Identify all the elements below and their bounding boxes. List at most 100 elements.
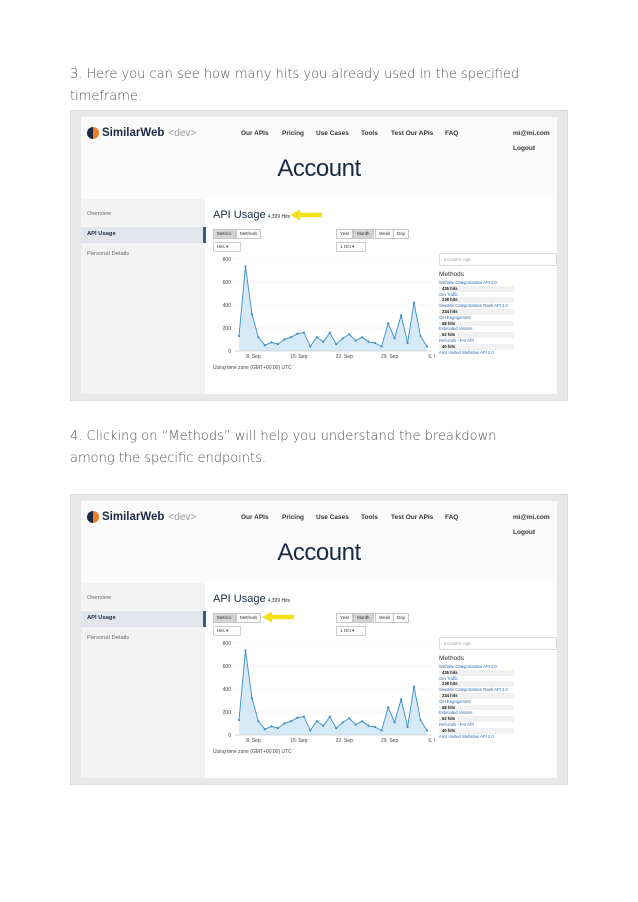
method-link[interactable]: Website Categorization API 2.0 [439,664,497,669]
logo[interactable]: SimilarWeb <dev> [87,127,196,139]
logo-dev-tag: <dev> [168,511,197,523]
data-point [348,333,351,336]
method-link[interactable]: Estimated Visitors [439,326,473,332]
account-email[interactable]: mi@mi.com [513,514,550,521]
data-point [315,720,318,723]
sidebar-item-personal-details[interactable]: Personal Details [87,635,130,641]
data-point [257,336,260,339]
period-day[interactable]: Day [393,229,410,239]
data-point [341,721,344,724]
sidebar-active-highlight [81,227,206,243]
method-hits: 40 hits [439,343,514,350]
method-link[interactable]: Get Engagement [439,314,471,320]
logo-mark-icon [87,127,99,139]
sidebar-item-personal-details[interactable]: Personal Details [87,251,130,257]
app-name-field[interactable]: mi.com's App [439,637,557,650]
series-line [238,650,428,732]
method-link[interactable]: Website Categorization Rank API 2.0 [439,687,508,693]
logo[interactable]: SimilarWeb <dev> [87,511,196,523]
sidebar-item-overview[interactable]: Overview [87,211,112,217]
method-hits: 62 hits [439,332,514,338]
metric-select[interactable]: Hits ▾ [213,626,241,636]
step-4-text: 4. Clicking on “Methods” will help you u… [70,429,497,466]
tab-methods[interactable]: Methods [236,613,262,623]
methods-panel: mi.com's App Methods Website Categorizatio… [439,253,557,355]
nav-use-cases[interactable]: Use Cases [316,514,349,521]
period-month[interactable]: Month [353,613,374,623]
data-point [361,720,364,723]
hits-total: 4,399 Hits [267,598,291,604]
method-link[interactable]: Website Categorization Rank API 2.0 [439,303,508,309]
sidebar-item-overview[interactable]: Overview [87,595,112,601]
method-link[interactable]: Referrals - Pro API [439,721,474,727]
method-link[interactable]: Also Visited Websites API 2.0 [439,733,494,739]
period-month[interactable]: Month [353,229,374,239]
period-year[interactable]: Year [336,613,354,623]
period-week[interactable]: Week [375,229,395,239]
nav-our-apis[interactable]: Our APIs [241,514,269,521]
logout-link[interactable]: Logout [513,145,536,152]
data-point [296,716,299,719]
data-point [380,729,383,732]
y-tick-label: 200 [223,710,232,716]
method-hits: 234 hits [439,308,514,315]
screenshot-usage-metrics: SimilarWeb <dev> Our APIs Pricing Use Cases T… [70,110,568,401]
method-link[interactable]: Website Categorization API 2.0 [439,280,497,285]
y-tick-label: 400 [223,687,232,693]
tab-metrics[interactable]: Metrics [213,613,236,623]
data-point [315,336,318,339]
y-tick-label: 200 [223,326,232,332]
data-point [393,721,396,724]
data-point [244,265,247,268]
data-point [354,723,357,726]
data-point [250,697,254,700]
sidebar-item-api-usage[interactable]: API Usage [87,615,116,621]
data-point [270,725,273,728]
logo-mark-icon [87,511,99,523]
data-point [263,344,267,347]
app-name-field[interactable]: mi.com's App [439,253,557,266]
section-title: API Usage 4,399 Hits [213,209,290,221]
method-link[interactable]: Get Engagement [439,698,471,704]
account-email[interactable]: mi@mi.com [513,130,550,137]
date-select[interactable]: 1 Oct ▾ [336,242,366,252]
main-content: API Usage 4,399 Hits Metrics Methods Year Mon… [205,583,557,778]
logout-link[interactable]: Logout [513,529,536,536]
nav-tools[interactable]: Tools [361,130,378,137]
nav-faq[interactable]: FAQ [445,514,459,521]
method-link[interactable]: Referrals - Pro API [439,337,474,343]
data-point [263,728,267,731]
data-point [374,725,377,729]
x-tick-label: 22. Sep [336,354,353,360]
nav-pricing[interactable]: Pricing [282,514,305,521]
yellow-arrow-icon [262,611,294,623]
nav-use-cases[interactable]: Use Cases [316,130,349,137]
data-point [237,718,241,722]
nav-faq[interactable]: FAQ [445,130,459,137]
tab-metrics[interactable]: Metrics [213,229,236,239]
method-link[interactable]: Estimated Visitors [439,710,473,716]
method-link[interactable]: Also Visited Websites API 2.0 [439,349,494,355]
nav-test-our-apis[interactable]: Test Our APIs [391,130,434,137]
tab-methods[interactable]: Methods [236,229,262,239]
sidebar: Overview API Usage Personal Details [81,583,206,778]
logo-dev-tag: <dev> [168,127,197,139]
data-point [354,339,357,342]
nav-tools[interactable]: Tools [361,514,378,521]
nav-test-our-apis[interactable]: Test Our APIs [391,514,434,521]
period-week[interactable]: Week [375,613,395,623]
data-point [412,685,416,688]
data-point [244,649,247,652]
date-select[interactable]: 1 Oct ▾ [336,626,366,636]
method-link[interactable]: Get Traffic [439,291,459,297]
timezone-note: Using time zone (GMT+00:00) UTC [213,749,292,755]
period-year[interactable]: Year [336,229,354,239]
screen-inner: SimilarWeb <dev> Our APIs Pricing Use Cases T… [81,501,557,778]
metric-select[interactable]: Hits ▾ [213,242,241,252]
sidebar-item-api-usage[interactable]: API Usage [87,231,116,237]
nav-our-apis[interactable]: Our APIs [241,130,269,137]
period-day[interactable]: Day [393,613,410,623]
method-link[interactable]: Get Traffic [439,675,459,681]
nav-pricing[interactable]: Pricing [282,130,305,137]
data-point [348,717,351,720]
